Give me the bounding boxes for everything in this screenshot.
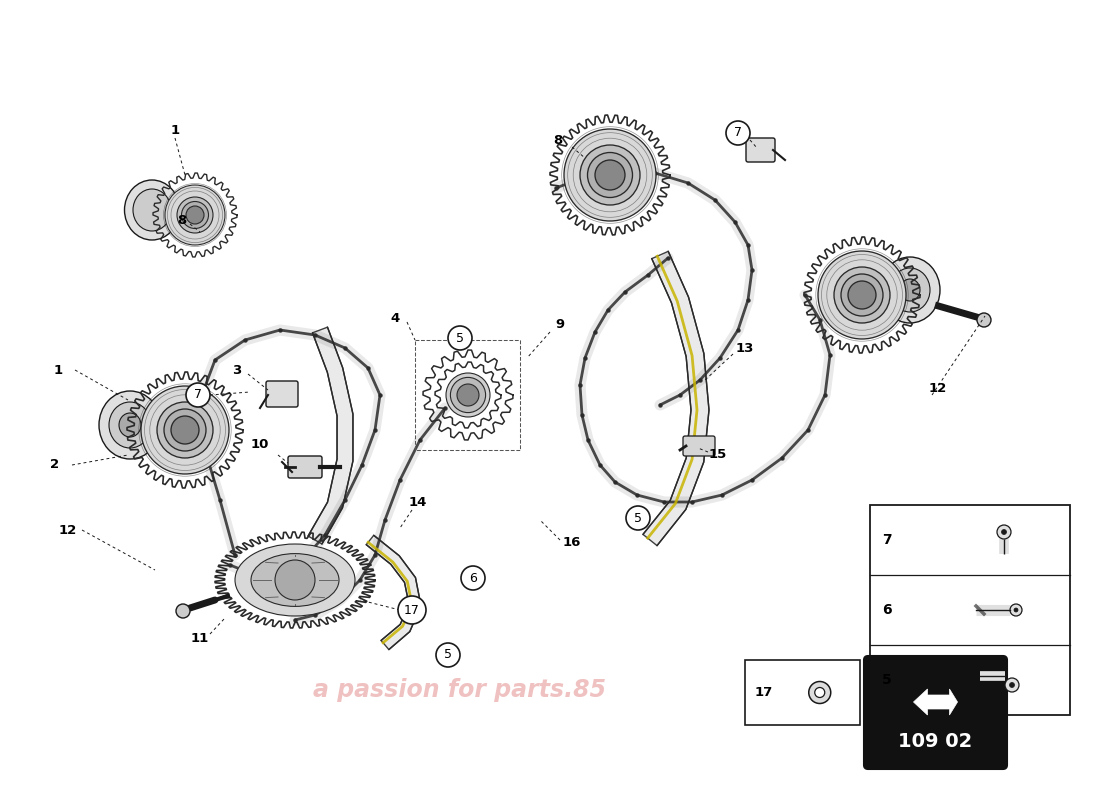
Text: 13: 13 [736,342,755,354]
Text: 6: 6 [882,603,892,617]
Text: 9: 9 [556,318,564,331]
Text: 15: 15 [708,449,727,462]
Circle shape [182,202,209,229]
FancyBboxPatch shape [864,656,1006,769]
Text: 10: 10 [251,438,270,451]
Circle shape [842,274,883,316]
Text: 5: 5 [456,331,464,345]
Ellipse shape [109,402,151,448]
Text: 5: 5 [444,649,452,662]
Ellipse shape [133,189,170,231]
Circle shape [165,185,226,245]
Circle shape [1010,682,1014,687]
FancyBboxPatch shape [870,505,1070,715]
FancyBboxPatch shape [683,436,715,456]
Polygon shape [644,251,710,546]
Ellipse shape [880,257,940,323]
Circle shape [587,153,632,198]
Text: 12: 12 [928,382,947,394]
Text: a passion for parts.85: a passion for parts.85 [314,678,606,702]
Circle shape [848,281,876,309]
Circle shape [157,402,213,458]
Text: 3: 3 [232,363,242,377]
Circle shape [186,206,204,224]
Ellipse shape [124,180,179,240]
Circle shape [176,604,190,618]
Text: 8: 8 [553,134,562,146]
Circle shape [626,506,650,530]
Text: 8: 8 [177,214,187,226]
Text: 5: 5 [634,511,642,525]
Circle shape [461,566,485,590]
Circle shape [1001,530,1006,534]
FancyBboxPatch shape [266,381,298,407]
Circle shape [398,596,426,624]
Text: 109 02: 109 02 [899,733,972,751]
Ellipse shape [900,279,920,301]
Circle shape [808,682,830,703]
Circle shape [177,197,213,233]
Circle shape [436,643,460,667]
Circle shape [1014,608,1018,612]
Text: 17: 17 [404,603,420,617]
Text: 7: 7 [882,533,892,547]
Circle shape [450,378,485,413]
FancyBboxPatch shape [288,456,322,478]
Circle shape [170,416,199,444]
Circle shape [1005,678,1019,692]
Ellipse shape [235,544,355,616]
Circle shape [275,560,315,600]
Circle shape [997,525,1011,539]
Circle shape [141,386,229,474]
Circle shape [456,384,478,406]
Polygon shape [366,535,421,650]
Circle shape [580,145,640,205]
Circle shape [186,383,210,407]
FancyBboxPatch shape [746,138,776,162]
Polygon shape [913,689,957,715]
Text: 7: 7 [194,389,202,402]
Text: 1: 1 [170,123,179,137]
Text: 14: 14 [409,497,427,510]
Circle shape [834,267,890,323]
Circle shape [818,251,906,339]
Text: 2: 2 [51,458,59,471]
Text: 1: 1 [54,363,63,377]
Ellipse shape [890,268,930,312]
Circle shape [1010,604,1022,616]
Circle shape [564,129,656,221]
Circle shape [726,121,750,145]
Circle shape [164,409,206,451]
Text: 17: 17 [755,686,773,699]
Ellipse shape [251,554,339,606]
Circle shape [446,373,490,417]
Text: 7: 7 [734,126,742,139]
FancyBboxPatch shape [745,660,860,725]
Text: 16: 16 [563,537,581,550]
Text: 4: 4 [390,311,399,325]
Circle shape [595,160,625,190]
Ellipse shape [99,391,161,459]
Text: 11: 11 [191,631,209,645]
Circle shape [815,687,825,698]
Text: 6: 6 [469,571,477,585]
Circle shape [977,313,991,327]
Ellipse shape [119,413,141,437]
Circle shape [448,326,472,350]
Polygon shape [308,327,353,544]
Text: 5: 5 [882,673,892,687]
Text: 12: 12 [59,523,77,537]
